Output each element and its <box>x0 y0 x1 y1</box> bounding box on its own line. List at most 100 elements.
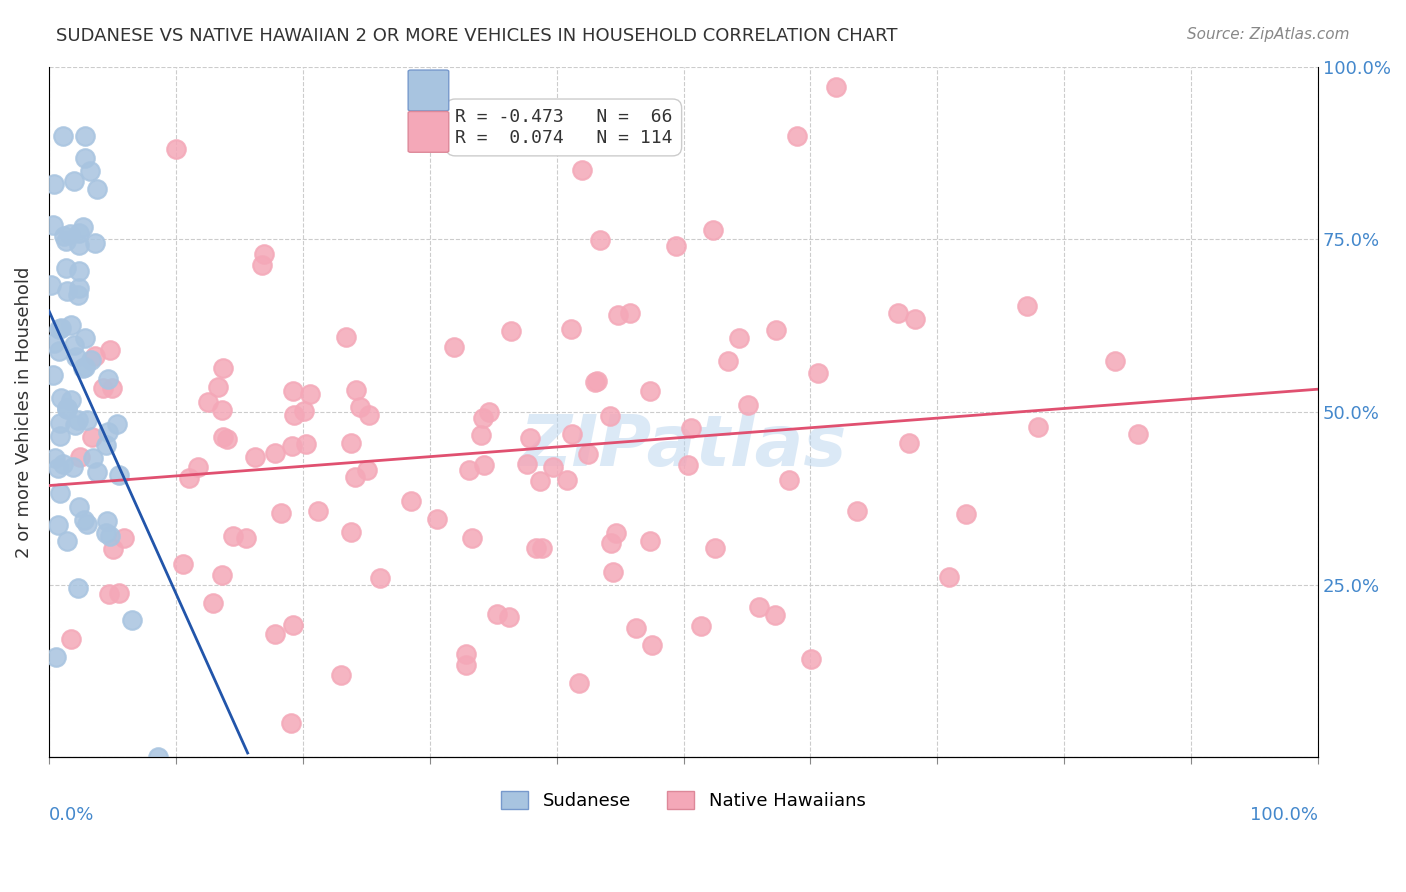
Point <box>63 174 86 188</box>
Point <box>576 447 599 461</box>
Point <box>49 391 72 405</box>
Point <box>101 542 124 557</box>
Point <box>56 284 79 298</box>
Point <box>86 182 108 196</box>
Point <box>281 617 304 632</box>
Point <box>748 600 770 615</box>
Point <box>55 260 77 275</box>
Point <box>83 235 105 250</box>
Point <box>67 264 90 278</box>
Point <box>529 475 551 489</box>
Point <box>329 667 352 681</box>
Point <box>67 288 90 302</box>
Point <box>624 621 647 635</box>
Point <box>94 526 117 541</box>
Point <box>52 228 75 243</box>
Point <box>728 331 751 345</box>
Point <box>56 533 79 548</box>
Point <box>606 308 628 322</box>
Point <box>897 436 920 450</box>
Point <box>370 571 392 585</box>
Point <box>534 128 557 143</box>
Point <box>339 525 361 540</box>
Text: SUDANESE VS NATIVE HAWAIIAN 2 OR MORE VEHICLES IN HOUSEHOLD CORRELATION CHART: SUDANESE VS NATIVE HAWAIIAN 2 OR MORE VE… <box>56 27 898 45</box>
Point <box>555 473 578 487</box>
Point <box>456 647 478 661</box>
Point <box>222 529 245 543</box>
Point <box>121 613 143 627</box>
Point <box>292 404 315 418</box>
Point <box>280 715 302 730</box>
Point <box>1028 419 1050 434</box>
Point <box>201 596 224 610</box>
Point <box>270 506 292 520</box>
Point <box>76 412 98 426</box>
Point <box>806 366 828 380</box>
Point <box>308 504 330 518</box>
Point <box>1017 299 1039 313</box>
Point <box>955 507 977 521</box>
Point <box>516 457 538 471</box>
Point <box>197 395 219 409</box>
Point <box>599 535 621 549</box>
Point <box>165 143 187 157</box>
Point <box>426 512 449 526</box>
Point <box>472 458 495 472</box>
Point <box>146 750 169 764</box>
Point <box>765 323 787 337</box>
Point <box>98 529 121 543</box>
Point <box>401 494 423 508</box>
Point <box>82 450 104 465</box>
Point <box>97 587 120 601</box>
Point <box>46 517 69 532</box>
Point <box>96 514 118 528</box>
Point <box>73 129 96 144</box>
Point <box>91 381 114 395</box>
Point <box>67 238 90 252</box>
Point <box>283 384 305 399</box>
Point <box>531 541 554 555</box>
Point <box>72 360 94 375</box>
Point <box>335 329 357 343</box>
Point <box>44 451 66 466</box>
Point <box>641 639 664 653</box>
Point <box>665 239 688 253</box>
Point <box>44 178 66 192</box>
Point <box>65 350 87 364</box>
Point <box>560 322 582 336</box>
Point <box>76 516 98 531</box>
Point <box>599 409 621 424</box>
Point <box>786 128 808 143</box>
Point <box>526 541 548 555</box>
Point <box>264 627 287 641</box>
Point <box>824 80 846 95</box>
Point <box>207 380 229 394</box>
Point <box>349 401 371 415</box>
Point <box>215 432 238 446</box>
Point <box>60 632 83 647</box>
Point <box>42 368 65 382</box>
Point <box>55 234 77 248</box>
Point <box>48 322 70 336</box>
Text: Source: ZipAtlas.com: Source: ZipAtlas.com <box>1187 27 1350 42</box>
Point <box>177 471 200 485</box>
Point <box>79 164 101 178</box>
Point <box>904 312 927 326</box>
Point <box>589 233 612 247</box>
Point <box>112 531 135 545</box>
Point <box>101 381 124 395</box>
Point <box>72 219 94 234</box>
Point <box>471 411 494 425</box>
Point <box>846 503 869 517</box>
Point <box>485 607 508 621</box>
Point <box>704 541 727 555</box>
Point <box>800 651 823 665</box>
Point <box>67 281 90 295</box>
Point <box>59 227 82 241</box>
Point <box>69 450 91 464</box>
Text: ZIPatlas: ZIPatlas <box>520 412 848 481</box>
Point <box>679 421 702 435</box>
Point <box>357 408 380 422</box>
Point <box>69 500 91 514</box>
Point <box>583 376 606 390</box>
